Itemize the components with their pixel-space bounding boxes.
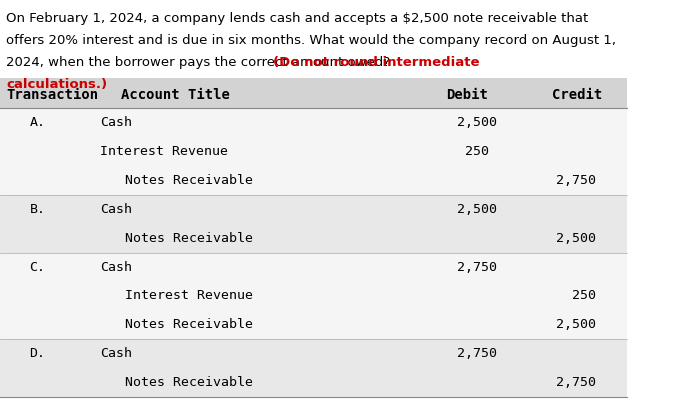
Text: offers 20% interest and is due in six months. What would the company record on A: offers 20% interest and is due in six mo…	[6, 34, 616, 47]
Text: Notes Receivable: Notes Receivable	[125, 376, 253, 389]
Text: 2,750: 2,750	[456, 347, 496, 360]
Text: 2,500: 2,500	[456, 116, 496, 129]
Text: Interest Revenue: Interest Revenue	[100, 145, 228, 158]
Text: Notes Receivable: Notes Receivable	[125, 174, 253, 187]
Text: Interest Revenue: Interest Revenue	[125, 290, 253, 302]
Text: Cash: Cash	[100, 261, 132, 273]
Text: 2,500: 2,500	[556, 232, 596, 245]
Text: Account Title: Account Title	[121, 88, 230, 102]
Text: calculations.): calculations.)	[6, 78, 107, 91]
FancyBboxPatch shape	[0, 166, 627, 195]
Text: Notes Receivable: Notes Receivable	[125, 232, 253, 245]
FancyBboxPatch shape	[0, 108, 627, 137]
Text: 2,750: 2,750	[556, 376, 596, 389]
Text: Cash: Cash	[100, 203, 132, 216]
FancyBboxPatch shape	[0, 224, 627, 253]
Text: 250: 250	[572, 290, 596, 302]
Text: 2,750: 2,750	[456, 261, 496, 273]
Text: 2024, when the borrower pays the correct amount owed?: 2024, when the borrower pays the correct…	[6, 56, 395, 69]
Text: B.: B.	[29, 203, 46, 216]
Text: D.: D.	[29, 347, 46, 360]
Text: 2,750: 2,750	[556, 174, 596, 187]
FancyBboxPatch shape	[0, 310, 627, 339]
Text: 2,500: 2,500	[556, 318, 596, 331]
Text: 2,500: 2,500	[456, 203, 496, 216]
Text: On February 1, 2024, a company lends cash and accepts a $2,500 note receivable t: On February 1, 2024, a company lends cas…	[6, 12, 589, 25]
Text: Credit: Credit	[552, 88, 602, 102]
Text: Transaction: Transaction	[6, 88, 99, 102]
FancyBboxPatch shape	[0, 282, 627, 310]
Text: Debit: Debit	[446, 88, 488, 102]
FancyBboxPatch shape	[0, 195, 627, 224]
FancyBboxPatch shape	[0, 137, 627, 166]
FancyBboxPatch shape	[0, 253, 627, 282]
FancyBboxPatch shape	[0, 368, 627, 397]
FancyBboxPatch shape	[0, 339, 627, 368]
Text: Cash: Cash	[100, 116, 132, 129]
Text: C.: C.	[29, 261, 46, 273]
Text: Notes Receivable: Notes Receivable	[125, 318, 253, 331]
Text: Cash: Cash	[100, 347, 132, 360]
Text: A.: A.	[29, 116, 46, 129]
Text: (Do not round intermediate: (Do not round intermediate	[273, 56, 480, 69]
FancyBboxPatch shape	[0, 78, 627, 109]
Text: 250: 250	[465, 145, 489, 158]
